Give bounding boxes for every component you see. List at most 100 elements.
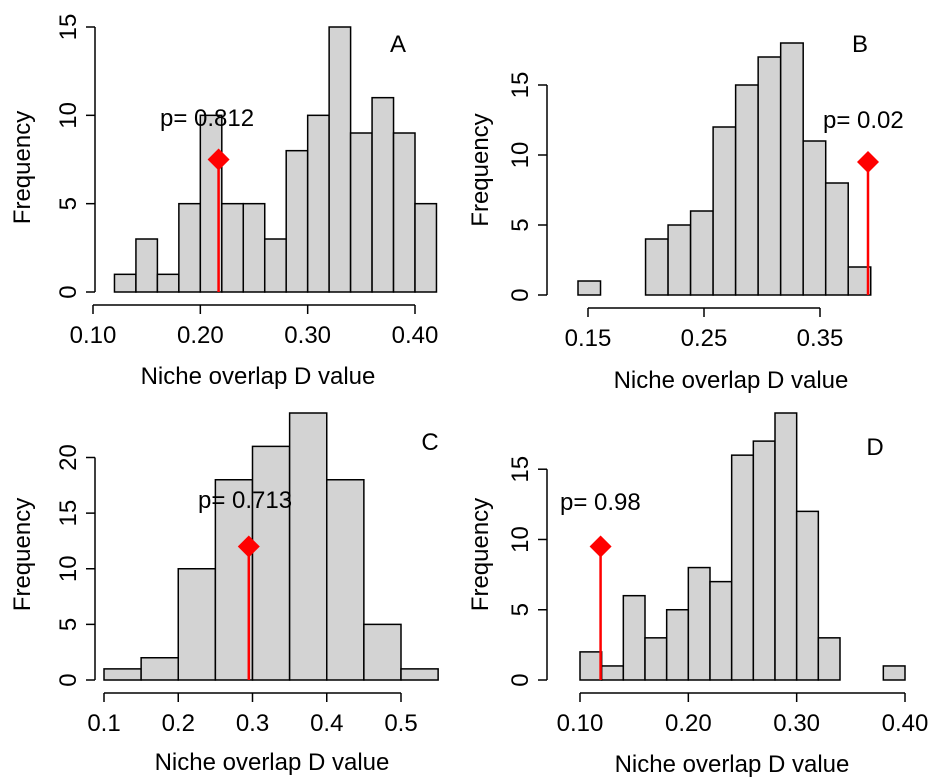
panel-letter: A [390,31,406,58]
x-tick-label: 0.20 [177,322,224,349]
histogram-bar [712,126,737,296]
panel-b: 0 5 10 15 0.15 0.25 0.35 Niche overlap D value F… [467,31,904,394]
histogram-bar [414,202,438,293]
histogram-bar [730,454,755,681]
x-axis-label: Niche overlap D value [155,749,390,776]
histogram-bar [328,26,352,293]
y-tick-label: 5 [507,218,534,231]
x-tick-label: 0.1 [87,710,120,737]
y-axis-label: Frequency [9,498,36,611]
y-tick-label: 5 [507,603,534,616]
x-tick-label: 0.30 [284,322,331,349]
observed-marker [857,151,879,173]
histogram-bar [882,665,906,681]
histogram-bar [156,273,180,293]
histogram-bar [644,637,668,681]
x-tick-label: 0.20 [665,710,712,737]
x-tick-label: 0.35 [797,325,844,352]
y-axis-label: Frequency [467,498,494,611]
panel-c: 0 5 10 15 20 0.1 0.2 0.3 0.4 0.5 Niche overlap D v… [9,412,439,776]
histogram-bar [178,202,202,293]
x-axis-label: Niche overlap D value [614,367,849,394]
y-tick-label: 15 [55,500,82,527]
histogram-bar [371,96,395,293]
panel-letter: C [421,429,438,456]
histogram-bar [847,266,872,296]
p-value-label: p= 0.98 [560,489,641,516]
histogram-bar [263,238,287,293]
y-tick-label: 10 [507,142,534,169]
histogram-bar [577,280,602,296]
histogram-bar [579,651,603,681]
x-tick-label: 0.25 [681,325,728,352]
x-tick-label: 0.4 [310,710,343,737]
histogram-bar [288,412,328,681]
histogram-bar [103,668,142,681]
y-tick-label: 5 [55,197,82,210]
y-tick-label: 20 [55,444,82,471]
x-tick-label: 0.3 [236,710,269,737]
p-value-label: p= 0.812 [160,105,254,132]
y-tick-label: 15 [507,72,534,99]
histogram-bar [306,114,330,293]
panel-d: 0 5 10 15 0.10 0.20 0.30 0.40 Niche overlap D va… [467,412,928,778]
histogram-bar [757,56,782,296]
histogram-bar [687,566,711,681]
p-value-label: p= 0.713 [198,487,292,514]
histogram-bar [242,202,266,293]
x-tick-label: 0.2 [162,710,195,737]
panel-letter: D [866,434,883,461]
y-tick-label: 0 [55,285,82,298]
histogram-bar [824,182,849,296]
observed-marker [207,148,230,171]
histogram-bar [734,84,759,296]
y-tick-label: 10 [55,555,82,582]
x-tick-label: 0.40 [392,322,439,349]
histogram-bar [622,594,646,681]
x-tick-label: 0.10 [557,710,604,737]
y-tick-label: 5 [55,618,82,631]
histogram-bar [214,479,254,681]
histogram-bar [795,510,820,681]
histogram-bar [135,238,159,293]
x-axis-label: Niche overlap D value [141,363,376,390]
observed-marker [237,535,260,558]
x-axis-label: Niche overlap D value [615,751,850,778]
observed-marker [589,535,612,558]
histogram-bar [326,479,365,681]
histogram-bar [665,608,690,681]
x-tick-label: 0.30 [773,710,820,737]
y-tick-label: 0 [55,673,82,686]
histogram-bar [709,580,733,681]
y-axis-label: Frequency [9,111,36,224]
histogram-bar [779,42,804,296]
y-tick-label: 15 [507,456,534,483]
histogram-bar [177,568,217,681]
x-tick-label: 0.15 [565,325,612,352]
histogram-bar [689,210,714,296]
y-axis-label: Frequency [467,113,494,226]
histogram-bar [349,132,373,293]
histogram-bar [774,412,798,681]
y-tick-label: 0 [507,673,534,686]
y-tick-label: 10 [507,526,534,553]
histogram-bar [392,132,416,293]
y-tick-label: 15 [55,14,82,41]
y-tick-label: 10 [55,102,82,129]
histogram-bar [817,637,841,681]
histogram-bar [802,140,827,296]
panel-a: 0 5 10 15 0.10 0.20 0.30 0.40 Niche overlap D va… [9,14,438,390]
x-tick-label: 0.10 [70,322,117,349]
histogram-bar [113,273,137,293]
histogram-bar [251,445,291,681]
histogram-bar [285,149,309,293]
histogram-bar [752,440,776,681]
histogram-bar [221,202,245,293]
histogram-bar [140,657,180,681]
p-value-label: p= 0.02 [823,107,904,134]
panel-letter: B [852,31,868,58]
y-tick-label: 0 [507,288,534,301]
histogram-bar [644,238,669,296]
histogram-bar [667,224,692,296]
